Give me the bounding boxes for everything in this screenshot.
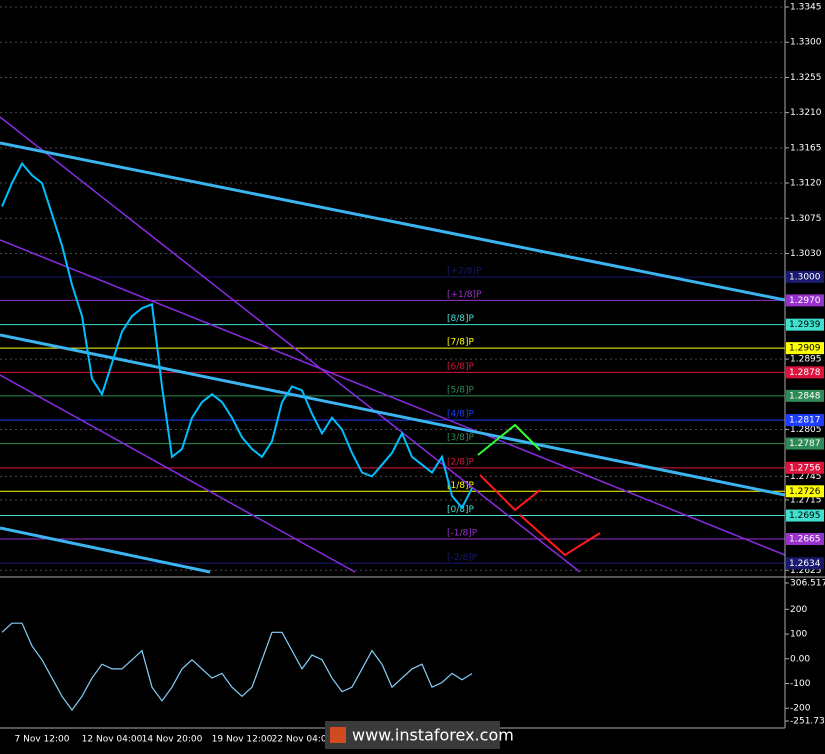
y-tick-label: -200 xyxy=(790,704,811,714)
x-tick-label: 12 Nov 04:00 xyxy=(82,735,143,745)
price-label: 1.2909 xyxy=(789,344,821,354)
level-label: [-1/8]P xyxy=(447,529,478,539)
price-label: 1.2787 xyxy=(789,439,821,449)
channel-line xyxy=(0,374,356,573)
price-label: 1.2817 xyxy=(789,416,821,426)
price-box xyxy=(786,270,824,283)
price-box xyxy=(786,294,824,307)
level-label: [+2/8]P xyxy=(447,266,482,276)
level-label: [7/8]P xyxy=(447,338,475,348)
axis-layer: 1.3345 1.3300 1.3255 1.3210 1.3165 1.3120 1.30… xyxy=(15,3,825,745)
y-tick-label: 1.3120 xyxy=(790,179,822,189)
level-label: [+1/8]P xyxy=(447,290,482,300)
y-tick-label: -251.730 xyxy=(790,717,825,727)
price-label: 1.2878 xyxy=(789,368,821,378)
y-tick-label: 200 xyxy=(790,605,807,615)
arrow xyxy=(479,474,541,512)
price-label: 1.2970 xyxy=(789,296,821,306)
cci-line xyxy=(1,622,473,711)
y-tick-label: 1.2745 xyxy=(790,472,822,482)
y-tick-label: 1.3300 xyxy=(790,38,822,48)
trend-lines xyxy=(0,116,786,574)
level-label: [4/8]P xyxy=(447,410,475,420)
arrow xyxy=(519,514,601,557)
grid-layer xyxy=(0,6,785,571)
price-box xyxy=(786,509,824,522)
price-box xyxy=(786,485,824,498)
price-label: 1.2695 xyxy=(789,511,821,521)
x-tick-label: 22 Nov 04:00 xyxy=(272,735,333,745)
price-box xyxy=(786,318,824,331)
level-label: [-2/8]P xyxy=(447,553,478,563)
level-label: [5/8]P xyxy=(447,385,475,395)
trend-line xyxy=(0,526,211,574)
series-layer xyxy=(1,161,473,711)
price-box xyxy=(786,342,824,355)
y-tick-label: 1.3255 xyxy=(790,73,822,83)
level-label: [3/8]P xyxy=(447,433,475,443)
price-box xyxy=(786,414,824,427)
price-line xyxy=(1,161,473,510)
x-tick-label: 7 Nov 12:00 xyxy=(15,735,70,745)
watermark-box xyxy=(325,721,500,749)
price-label: 1.2756 xyxy=(789,463,821,473)
price-label: 1.2634 xyxy=(789,559,821,569)
y-tick-label: 1.3210 xyxy=(790,108,822,118)
y-tick-label: 1.2895 xyxy=(790,355,822,365)
y-tick-label: 100 xyxy=(790,630,807,640)
arrow xyxy=(477,423,541,456)
trend-line xyxy=(0,141,786,302)
trend-line xyxy=(0,333,786,497)
channel-line xyxy=(0,239,786,556)
x-tick-label: 14 Nov 20:00 xyxy=(142,735,203,745)
price-box xyxy=(786,389,824,402)
y-tick-label: 1.2625 xyxy=(790,566,822,576)
price-label: 1.3000 xyxy=(789,272,821,282)
level-label: [6/8]P xyxy=(447,362,475,372)
forecast-arrows xyxy=(477,423,601,557)
price-label: 1.2665 xyxy=(789,535,821,545)
watermark-logo xyxy=(330,727,346,743)
x-tick-label: 19 Nov 12:00 xyxy=(212,735,273,745)
y-tick-label: 1.3345 xyxy=(790,3,822,13)
price-box xyxy=(786,366,824,379)
y-tick-label: -100 xyxy=(790,679,811,689)
channel-line xyxy=(0,116,581,573)
price-box xyxy=(786,533,824,546)
level-label: [1/8]P xyxy=(447,481,475,491)
price-label: 1.2939 xyxy=(789,320,821,330)
level-label: [0/8]P xyxy=(447,505,475,515)
y-tick-label: 1.3075 xyxy=(790,214,822,224)
price-box xyxy=(786,557,824,570)
price-label: 1.2848 xyxy=(789,391,821,401)
price-label: 1.2726 xyxy=(789,487,821,497)
y-tick-label: 1.3030 xyxy=(790,249,822,259)
level-label: [2/8]P xyxy=(447,457,475,467)
y-tick-label: 1.2805 xyxy=(790,425,822,435)
level-label: [8/8]P xyxy=(447,314,475,324)
watermark: www.instaforex.com xyxy=(352,726,514,745)
murray-levels: [+2/8]P [+1/8]P [8/8]P [7/8]P [6/8]P [5/8]P [4… xyxy=(0,266,785,564)
y-tick-label: 1.2715 xyxy=(790,495,822,505)
y-tick-label: 0.00 xyxy=(790,654,810,664)
y-tick-label: 1.3165 xyxy=(790,143,822,153)
price-box xyxy=(786,437,824,450)
price-box xyxy=(786,461,824,474)
